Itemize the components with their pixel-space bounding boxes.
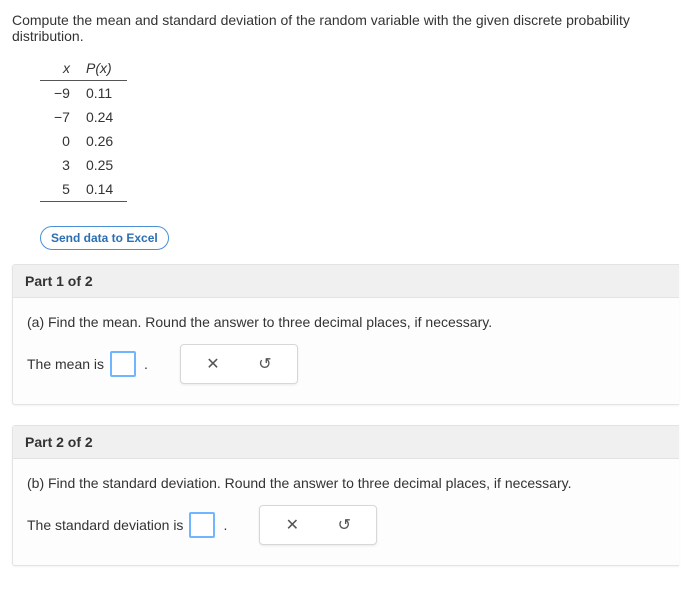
- cell-p: 0.24: [78, 105, 127, 129]
- stddev-input[interactable]: [189, 512, 215, 538]
- reset-button[interactable]: ↺: [320, 512, 368, 538]
- table-header-x: x: [40, 56, 78, 81]
- cell-x: −7: [40, 105, 78, 129]
- table-header-p: P(x): [78, 56, 127, 81]
- p-label-prefix: P: [86, 60, 95, 76]
- send-to-excel-button[interactable]: Send data to Excel: [40, 226, 169, 250]
- cell-x: −9: [40, 81, 78, 106]
- clear-button[interactable]: ✕: [189, 351, 237, 377]
- table-row: −7 0.24: [40, 105, 127, 129]
- table-row: 5 0.14: [40, 177, 127, 202]
- part-1-box: Part 1 of 2 (a) Find the mean. Round the…: [12, 264, 679, 405]
- part-2-title: Part 2 of 2: [13, 426, 679, 459]
- table-row: 0 0.26: [40, 129, 127, 153]
- part-2-question: (b) Find the standard deviation. Round t…: [27, 475, 665, 491]
- part-1-title: Part 1 of 2: [13, 265, 679, 298]
- period: .: [223, 517, 227, 533]
- part-2-answer-label: The standard deviation is: [27, 517, 183, 533]
- part-1-answer-label: The mean is: [27, 356, 104, 372]
- cell-p: 0.25: [78, 153, 127, 177]
- clear-button[interactable]: ✕: [268, 512, 316, 538]
- cell-x: 5: [40, 177, 78, 202]
- part-1-toolbar: ✕ ↺: [180, 344, 298, 384]
- cell-p: 0.14: [78, 177, 127, 202]
- table-row: −9 0.11: [40, 81, 127, 106]
- cell-x: 3: [40, 153, 78, 177]
- period: .: [144, 356, 148, 372]
- part-2-toolbar: ✕ ↺: [259, 505, 377, 545]
- part-2-box: Part 2 of 2 (b) Find the standard deviat…: [12, 425, 679, 566]
- part-1-question: (a) Find the mean. Round the answer to t…: [27, 314, 665, 330]
- question-prompt: Compute the mean and standard deviation …: [12, 12, 679, 44]
- probability-table: x P(x) −9 0.11 −7 0.24 0 0.26 3 0.25 5 0…: [40, 56, 127, 202]
- reset-button[interactable]: ↺: [241, 351, 289, 377]
- p-label-var: x: [100, 60, 107, 76]
- cell-p: 0.11: [78, 81, 127, 106]
- cell-p: 0.26: [78, 129, 127, 153]
- mean-input[interactable]: [110, 351, 136, 377]
- cell-x: 0: [40, 129, 78, 153]
- table-row: 3 0.25: [40, 153, 127, 177]
